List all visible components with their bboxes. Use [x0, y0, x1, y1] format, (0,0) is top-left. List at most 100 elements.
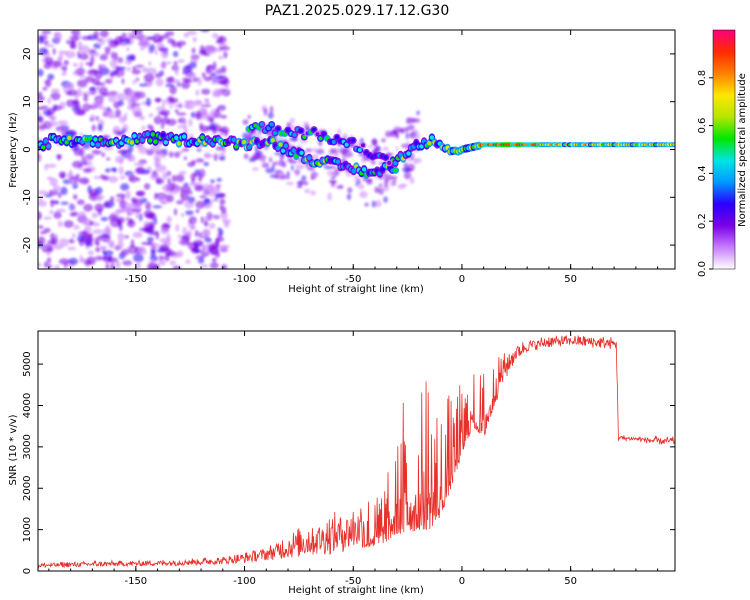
noise-blob: [150, 173, 160, 181]
noise-blob: [68, 238, 75, 244]
noise-blob: [121, 78, 125, 85]
ridge-core: [176, 141, 182, 146]
noise-blob: [274, 169, 283, 175]
ridge-core: [145, 131, 150, 137]
noise-blob: [160, 227, 170, 235]
noise-blob: [49, 115, 57, 121]
noise-blob: [374, 145, 381, 150]
noise-blob: [69, 40, 76, 49]
x-tick-label: -150: [124, 274, 147, 285]
noise-blob: [180, 185, 192, 193]
noise-blob: [60, 186, 68, 196]
noise-blob: [139, 227, 149, 232]
noise-blob: [188, 61, 197, 69]
noise-blob: [105, 51, 110, 55]
noise-blob: [175, 250, 184, 258]
noise-blob: [96, 99, 104, 107]
noise-blob: [409, 124, 413, 130]
noise-blob: [299, 179, 303, 188]
noise-blob: [38, 36, 44, 44]
noise-blob: [115, 65, 120, 74]
noise-blob: [103, 250, 114, 256]
noise-blob: [223, 221, 230, 228]
noise-blob: [50, 91, 61, 101]
noise-blob: [114, 109, 122, 118]
noise-blob: [108, 214, 118, 222]
noise-blob: [216, 89, 228, 95]
noise-blob: [162, 222, 171, 229]
noise-blob: [180, 212, 185, 218]
noise-blob: [139, 45, 146, 51]
noise-blob: [176, 112, 187, 116]
noise-blob: [305, 148, 313, 153]
noise-blob: [131, 106, 142, 116]
noise-blob: [216, 192, 226, 199]
noise-blob: [175, 174, 185, 183]
noise-blob: [108, 39, 119, 48]
noise-blob: [363, 178, 373, 182]
noise-blob: [274, 152, 282, 156]
noise-blob: [111, 168, 118, 173]
branch-core: [344, 142, 349, 147]
noise-blob: [203, 98, 209, 103]
noise-blob: [78, 211, 87, 220]
noise-blob: [138, 83, 148, 87]
noise-blob: [138, 247, 147, 255]
noise-blob: [405, 132, 409, 140]
branch-core: [312, 127, 317, 132]
noise-blob: [158, 255, 165, 261]
noise-blob: [161, 200, 167, 205]
noise-blob: [90, 55, 95, 65]
noise-blob: [161, 49, 169, 59]
noise-blob: [44, 193, 53, 198]
noise-blob: [91, 212, 99, 219]
noise-blob: [51, 237, 58, 246]
noise-blob: [104, 46, 111, 53]
noise-blob: [213, 153, 218, 161]
noise-blob: [79, 132, 84, 137]
noise-blob: [38, 190, 48, 195]
noise-blob: [96, 38, 102, 42]
noise-blob: [68, 257, 79, 265]
noise-blob: [166, 233, 171, 242]
noise-blob: [63, 85, 68, 93]
noise-blob: [214, 251, 221, 258]
noise-blob: [247, 114, 251, 119]
noise-blob: [119, 175, 126, 180]
noise-blob: [72, 106, 79, 112]
noise-blob: [99, 30, 109, 38]
noise-blob: [192, 77, 199, 83]
noise-blob: [330, 176, 336, 179]
noise-blob: [93, 175, 101, 180]
noise-blob: [169, 104, 173, 109]
noise-blob: [210, 80, 220, 85]
noise-blob: [47, 97, 51, 105]
noise-blob: [209, 262, 219, 269]
noise-blob: [243, 134, 248, 139]
noise-blob: [416, 110, 420, 116]
noise-blob: [100, 216, 109, 222]
noise-blob: [115, 155, 125, 164]
noise-blob: [121, 128, 126, 134]
noise-blob: [135, 191, 145, 197]
noise-blob: [81, 35, 92, 41]
noise-blob: [141, 67, 149, 73]
ridge-core: [231, 137, 236, 142]
noise-blob: [143, 183, 151, 190]
noise-blob: [83, 161, 88, 165]
branch-core: [331, 140, 336, 144]
noise-blob: [194, 184, 204, 192]
noise-blob: [126, 55, 135, 62]
noise-blob: [374, 186, 380, 193]
snr-series-line: [38, 335, 675, 569]
noise-blob: [390, 180, 395, 187]
noise-blob: [357, 184, 365, 190]
noise-blob: [69, 202, 74, 210]
noise-blob: [43, 216, 52, 220]
noise-blob: [84, 225, 92, 234]
noise-blob: [130, 239, 135, 249]
noise-blob: [371, 138, 378, 147]
noise-blob: [210, 179, 215, 184]
noise-blob: [383, 196, 388, 203]
ridge-core: [419, 144, 424, 149]
